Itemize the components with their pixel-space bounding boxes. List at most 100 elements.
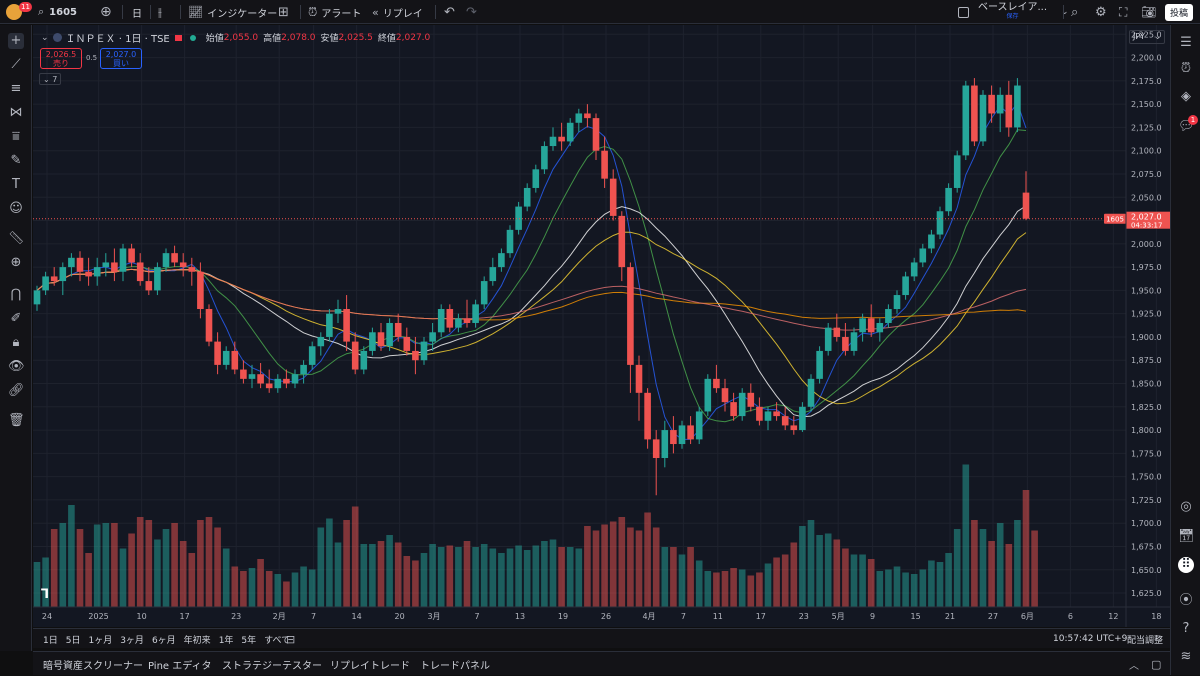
broadcast-icon[interactable]: ⦿ [1179,593,1193,608]
currency-select[interactable]: JPY ⌄ [1129,30,1165,44]
horizontal-lines-tool-icon[interactable]: ≡ [10,81,22,96]
target-icon[interactable]: ◎ [1180,499,1192,514]
volume-bar [859,554,866,607]
lock-drawing-icon[interactable]: ✐ [10,311,22,326]
price-tick: 1,850.0 [1131,380,1162,389]
quick-search-button[interactable]: ⌕ [1071,0,1078,24]
ruler-tool-icon[interactable]: 📏︎ [8,231,25,246]
collapse-panel-button[interactable]: ︿ [1129,652,1139,676]
time-tick: 3月 [427,612,440,621]
layout-select[interactable]: ベースレイア... 保存 ⌄ [958,0,1069,24]
tab-strategy-tester[interactable]: ストラテジーテスター [222,660,322,672]
redo-button[interactable]: ↷ [466,0,477,24]
range-button[interactable]: すべて [264,635,291,646]
calendar-icon[interactable]: 📅︎ [1178,529,1195,544]
candle-body [816,350,823,379]
adjust-button[interactable]: 配当調整 [1127,635,1164,646]
range-button[interactable]: 1年 [218,635,234,646]
layers-icon[interactable]: ◈ [1181,89,1191,104]
alerts-clock-icon[interactable]: ⏰︎ [1180,61,1192,76]
replay-button[interactable]: « リプレイ [372,0,423,24]
price-tick: 2,175.0 [1131,77,1162,86]
zoom-tool-icon[interactable]: ⊕ [10,255,22,270]
price-chart[interactable]: 2,225.0 2,200.0 2,175.0 2,150.0 2,125.0 2,100… [33,25,1196,627]
indicators-button[interactable]: 📈︎ インジケーター [188,0,277,24]
compare-button[interactable]: ⊕ [100,0,112,24]
chart-pane[interactable]: 2,225.0 2,200.0 2,175.0 2,150.0 2,125.0 2,100… [33,25,1196,627]
range-button[interactable]: 3ヶ月 [120,635,144,646]
fib-tool-icon[interactable]: ⩸ [12,129,20,144]
chart-type-button[interactable]: ⫲ [158,0,162,24]
price-tick: 2,150.0 [1131,100,1162,109]
candle-body [283,378,290,384]
emoji-tool-icon[interactable]: ☺ [9,201,23,216]
tab-trade-panel[interactable]: トレードパネル [420,660,490,672]
candle-body [93,267,101,277]
chart-title[interactable]: ＩＮＰＥＸ · 1日 · TSE [65,34,170,45]
fullscreen-button[interactable]: ⛶ [1119,0,1127,24]
text-tool-icon[interactable]: T [12,177,20,192]
crosshair-tool-icon[interactable]: + [8,33,24,49]
range-button[interactable]: 1日 [43,635,58,646]
brush-tool-icon[interactable]: ✎ [10,153,22,168]
sell-label: 売り [53,59,69,68]
symbol-search[interactable]: ⌕ 1605 [38,0,77,24]
volume-bar [867,559,875,607]
range-button[interactable]: 5日 [65,635,81,646]
user-avatar[interactable] [6,0,22,24]
pitchfork-tool-icon[interactable]: ⋈ [9,105,23,120]
indicators-toggle[interactable]: ⌄ 7 [39,73,62,85]
undo-button[interactable]: ↶ [444,0,455,24]
hotlist-icon[interactable]: ≋ [1180,649,1192,664]
candle-body [627,267,634,365]
magnet-tool-icon[interactable]: ⋂ [10,287,22,302]
layout-name: ベースレイア... [978,2,1048,13]
volume-bar [179,541,187,607]
magnifier-icon: ⌕ [1071,4,1079,20]
volume-bar [910,574,918,607]
layouts-button[interactable]: ⊞ [278,0,289,24]
clock-label[interactable]: 10:57:42 UTC+9 [1053,634,1128,644]
volume-bar [592,530,600,607]
candle-body [222,350,230,365]
volume-bar [394,542,402,607]
link-icon[interactable]: 🔗︎ [8,383,25,398]
interval-button[interactable]: 日 [132,8,142,20]
volume-bar [532,545,540,607]
eye-icon[interactable]: 👁︎ [8,359,25,374]
watchlist-icon[interactable]: ☰ [1180,35,1192,50]
range-button[interactable]: 6ヶ月 [151,635,176,646]
range-button[interactable]: 1ヶ月 [88,635,113,646]
range-button[interactable]: 5年 [241,635,257,646]
volume-bar [936,562,944,607]
last-price-tag-bg [1126,211,1170,229]
volume-bar [515,545,522,607]
snapshot-button[interactable]: 📷︎ [1141,0,1156,24]
sell-button[interactable]: 2,026.5 売り [40,48,82,69]
alert-label: アラート [321,8,362,20]
maximize-panel-button[interactable]: ▢ [1151,652,1161,676]
volume-bar [781,554,789,607]
indicators-label: インジケーター [207,8,278,20]
tab-replay-trade[interactable]: リプレイトレード [330,660,410,672]
currency-chevron-icon: ⌄ [1154,32,1161,41]
trend-line-tool-icon[interactable]: ⟋ [11,57,21,72]
lock-icon[interactable]: 🔒︎ [12,335,20,350]
help-icon[interactable]: ? [1182,621,1190,636]
range-button[interactable]: 年初来 [183,635,211,646]
buy-button[interactable]: 2,027.0 買い [100,48,142,69]
legend-chevron-icon[interactable]: ⌄ [41,32,49,43]
trash-icon[interactable]: 🗑︎ [8,413,25,428]
time-tick: 26 [601,612,611,621]
alert-button[interactable]: ⏰︎ アラート [308,0,361,24]
tab-pine-editor[interactable]: Pine エディタ [148,660,212,672]
goto-date-button[interactable]: ⊟ [286,629,295,649]
settings-button[interactable]: ⚙︎ [1095,0,1107,24]
candle-body [128,248,135,263]
tab-crypto-screener[interactable]: 暗号資産スクリーナー [43,660,143,672]
post-button[interactable]: 投稿 [1165,0,1194,24]
volume-bar [713,572,720,607]
candle-body [429,332,436,342]
volume-bar [893,566,901,607]
apps-grid-icon[interactable]: ⠿ [1178,557,1194,573]
